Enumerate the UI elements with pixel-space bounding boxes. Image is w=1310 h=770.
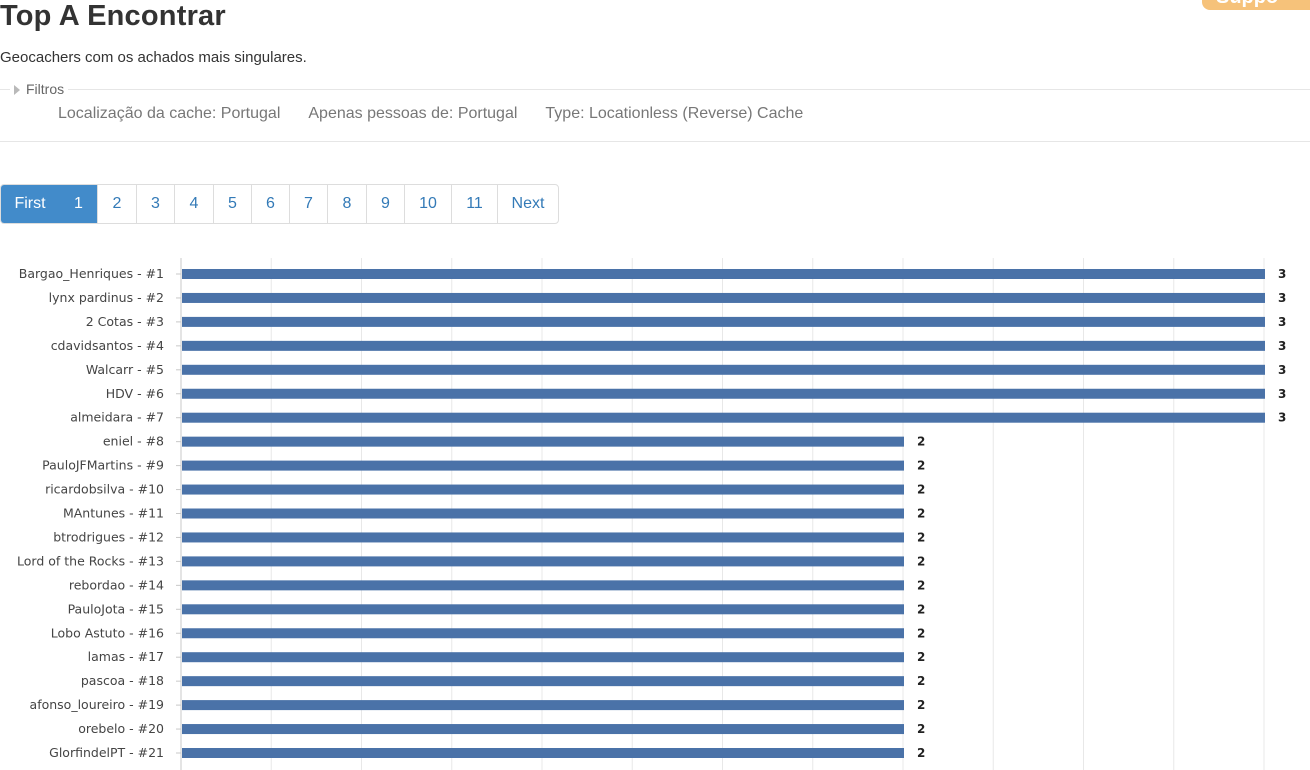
page-link-first[interactable]: First [1,185,59,223]
bar-value-label: 2 [917,578,925,592]
bar-value-label: 3 [1278,363,1286,377]
category-label: lynx pardinus - #2 [49,290,164,305]
bar [182,700,904,711]
bar [182,748,904,758]
page-title: Top A Encontrar [0,0,226,32]
support-button[interactable]: Suppo [1202,0,1310,10]
bar-value-label: 3 [1278,267,1286,281]
category-label: Lord of the Rocks - #13 [17,553,164,568]
bar-value-label: 3 [1278,387,1286,401]
bar [182,532,904,543]
bar [182,269,1265,279]
bar-value-label: 2 [917,626,925,640]
category-label: btrodrigues - #12 [53,529,164,544]
bar-value-label: 2 [917,650,925,664]
bar [182,652,904,663]
pagination: First 1 2 3 4 5 6 7 8 9 10 11 Next [0,184,559,224]
page-link-1[interactable]: 1 [59,185,97,223]
page-link-7[interactable]: 7 [289,185,327,223]
category-label: PauloJFMartins - #9 [42,458,164,473]
page-link-next[interactable]: Next [497,185,558,223]
bar [182,412,1265,423]
category-label: 2 Cotas - #3 [86,314,164,329]
bar-value-label: 2 [917,698,925,712]
page-link-5[interactable]: 5 [213,185,251,223]
category-label: HDV - #6 [106,386,164,401]
page-link-9[interactable]: 9 [366,185,404,223]
bar-value-label: 2 [917,602,925,616]
bar [182,580,904,591]
bar [182,340,1265,351]
category-label: Bargao_Henriques - #1 [19,266,164,281]
bar-value-label: 2 [917,554,925,568]
filters-toggle[interactable]: Filtros [10,80,69,98]
page-link-4[interactable]: 4 [174,185,213,223]
bar [182,676,904,687]
bar-value-label: 2 [917,674,925,688]
page-link-2[interactable]: 2 [97,185,136,223]
bar-value-label: 3 [1278,291,1286,305]
bar [182,484,904,495]
page-link-3[interactable]: 3 [136,185,174,223]
page-subtitle: Geocachers com os achados mais singulare… [0,49,307,66]
bar-value-label: 2 [917,746,925,760]
category-label: ricardobsilva - #10 [45,482,164,497]
bar-chart: Bargao_Henriques - #1 3 lynx pardinus - #2… [0,258,1310,770]
category-label: Lobo Astuto - #16 [51,625,164,640]
category-label: rebordao - #14 [69,577,164,592]
bar-value-label: 3 [1278,339,1286,353]
category-label: orebelo - #20 [78,721,164,736]
page-link-11[interactable]: 11 [451,185,497,223]
bar [182,460,904,471]
bar [182,292,1265,303]
bar-value-label: 2 [917,722,925,736]
bar-value-label: 2 [917,507,925,521]
page-link-10[interactable]: 10 [404,185,451,223]
bar [182,364,1265,375]
bar-value-label: 2 [917,459,925,473]
bar [182,556,904,567]
page-link-6[interactable]: 6 [251,185,289,223]
filters-divider [0,89,1310,90]
category-label: cdavidsantos - #4 [51,338,164,353]
bar-value-label: 3 [1278,411,1286,425]
category-label: afonso_loureiro - #19 [30,697,165,712]
category-label: pascoa - #18 [81,673,164,688]
bar [182,724,904,735]
bar-value-label: 2 [917,435,925,449]
category-label: PauloJota - #15 [68,601,164,616]
filter-values: Localização da cache: Portugal Apenas pe… [58,105,803,123]
filter-cache-type: Type: Locationless (Reverse) Cache [545,105,804,122]
category-label: MAntunes - #11 [63,506,164,521]
bar-value-label: 2 [917,483,925,497]
bar [182,316,1265,327]
filter-cache-location: Localização da cache: Portugal [58,105,281,122]
page-link-8[interactable]: 8 [327,185,366,223]
category-label: Walcarr - #5 [86,362,164,377]
filter-people-from: Apenas pessoas de: Portugal [308,105,518,122]
bar [182,388,1265,399]
category-label: lamas - #17 [88,649,164,664]
category-label: GlorfindelPT - #21 [49,745,164,760]
bar-value-label: 3 [1278,315,1286,329]
category-label: eniel - #8 [103,434,164,449]
filters-fieldset: Filtros Localização da cache: Portugal A… [0,80,1310,142]
bar [182,436,904,447]
bar [182,604,904,615]
bar [182,508,904,519]
bar [182,628,904,639]
filters-legend-label: Filtros [26,81,65,97]
bar-value-label: 2 [917,530,925,544]
bar-chart-svg: Bargao_Henriques - #1 3 lynx pardinus - #2… [17,258,1286,770]
category-label: almeidara - #7 [70,410,164,425]
triangle-right-icon [14,84,20,95]
